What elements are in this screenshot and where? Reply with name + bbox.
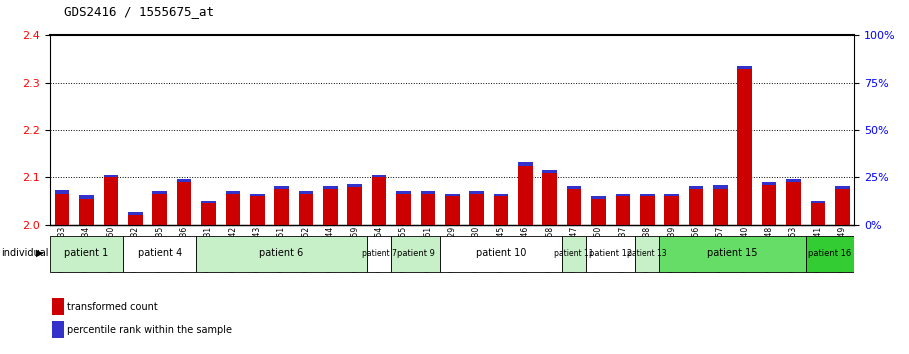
Bar [786, 179, 801, 182]
Bar [153, 194, 167, 225]
Text: transformed count: transformed count [67, 302, 158, 312]
Bar [786, 182, 801, 225]
Bar [201, 204, 215, 225]
Bar [367, 236, 391, 272]
Text: patient 10: patient 10 [475, 248, 526, 258]
Bar [737, 66, 752, 69]
Bar [615, 194, 630, 196]
Bar [225, 194, 240, 225]
Bar [659, 236, 805, 272]
Bar [591, 199, 605, 225]
Bar [347, 187, 362, 225]
Bar [250, 194, 265, 196]
Bar [543, 170, 557, 173]
Text: patient 13: patient 13 [627, 249, 667, 258]
Bar [615, 196, 630, 225]
Bar [640, 194, 654, 196]
Bar [55, 190, 69, 194]
Bar [323, 189, 337, 225]
Bar [347, 184, 362, 187]
Bar [811, 201, 825, 204]
Bar [713, 185, 728, 189]
Bar [153, 191, 167, 194]
Bar [469, 194, 484, 225]
Bar [835, 189, 850, 225]
Bar [323, 187, 337, 189]
Bar [762, 182, 776, 184]
Text: patient 6: patient 6 [259, 248, 304, 258]
Bar [196, 236, 367, 272]
Text: patient 9: patient 9 [396, 249, 435, 258]
Bar [543, 173, 557, 225]
Text: ▶: ▶ [36, 248, 44, 258]
Bar [372, 177, 386, 225]
Bar [835, 187, 850, 189]
Text: percentile rank within the sample: percentile rank within the sample [67, 325, 233, 335]
Bar [299, 191, 314, 194]
Bar [635, 236, 659, 272]
Text: patient 7: patient 7 [362, 249, 396, 258]
Bar [689, 187, 704, 189]
Bar [201, 201, 215, 204]
Bar [586, 236, 635, 272]
Bar [811, 204, 825, 225]
Text: patient 15: patient 15 [707, 248, 758, 258]
Bar [591, 196, 605, 199]
Text: GDS2416 / 1555675_at: GDS2416 / 1555675_at [64, 5, 214, 18]
Bar [372, 175, 386, 177]
Bar [104, 177, 118, 225]
Bar [50, 236, 123, 272]
Bar [445, 194, 460, 196]
Bar [440, 236, 562, 272]
Bar [762, 184, 776, 225]
Text: patient 16: patient 16 [808, 249, 852, 258]
Bar [391, 236, 440, 272]
Bar [128, 212, 143, 215]
Bar [299, 194, 314, 225]
Bar [275, 189, 289, 225]
Text: patient 1: patient 1 [65, 248, 109, 258]
Bar [421, 191, 435, 194]
Bar [104, 175, 118, 177]
Bar [689, 189, 704, 225]
Bar [55, 194, 69, 225]
Bar [421, 194, 435, 225]
Bar [52, 321, 64, 338]
Bar [396, 191, 411, 194]
Text: patient 4: patient 4 [137, 248, 182, 258]
Bar [562, 236, 586, 272]
Bar [79, 199, 94, 225]
Bar [250, 196, 265, 225]
Bar [469, 191, 484, 194]
Bar [52, 298, 64, 314]
Bar [128, 215, 143, 225]
Bar [396, 194, 411, 225]
Bar [176, 182, 192, 225]
Text: patient 12: patient 12 [589, 249, 633, 258]
Bar [664, 196, 679, 225]
Bar [805, 236, 854, 272]
Bar [176, 179, 192, 182]
Bar [123, 236, 196, 272]
Bar [225, 191, 240, 194]
Bar [518, 162, 533, 166]
Bar [79, 195, 94, 199]
Bar [494, 194, 508, 196]
Bar [640, 196, 654, 225]
Bar [713, 189, 728, 225]
Bar [567, 189, 582, 225]
Bar [445, 196, 460, 225]
Bar [737, 69, 752, 225]
Text: patient 11: patient 11 [554, 249, 594, 258]
Text: individual: individual [1, 248, 48, 258]
Bar [664, 194, 679, 196]
Bar [518, 166, 533, 225]
Bar [275, 187, 289, 189]
Bar [494, 196, 508, 225]
Bar [567, 187, 582, 189]
